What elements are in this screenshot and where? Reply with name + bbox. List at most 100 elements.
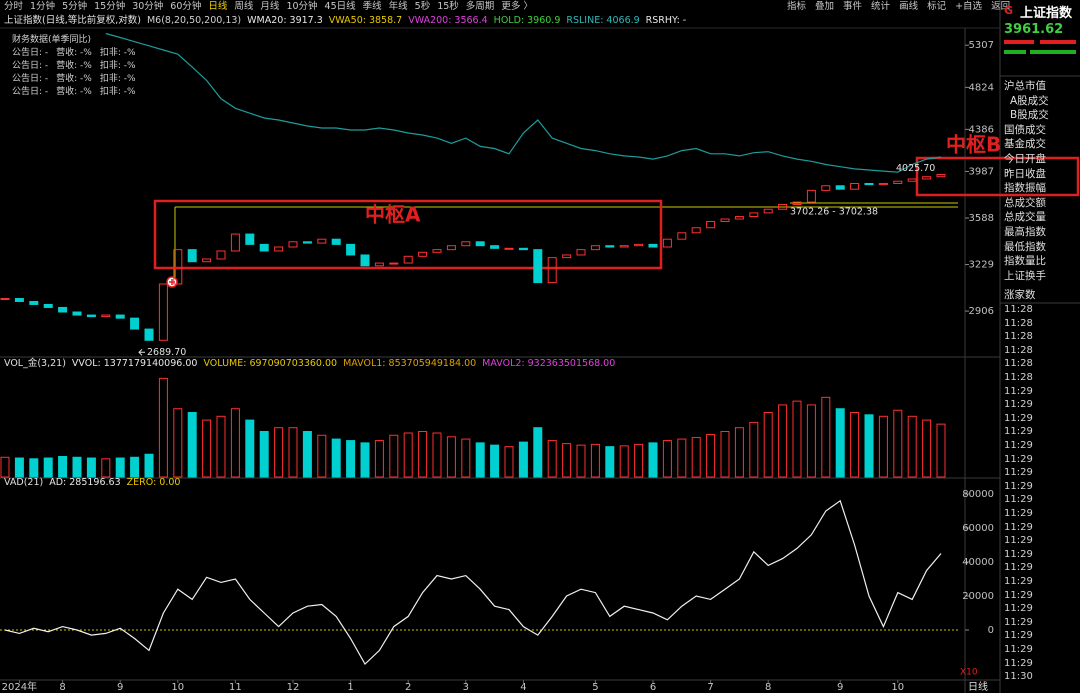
- x-tick-label: 5: [592, 682, 598, 693]
- indicator-label: VWA200: 3566.4: [408, 15, 488, 26]
- tool-button[interactable]: 画线: [899, 1, 919, 12]
- trade-time: 11:29: [1004, 440, 1033, 451]
- trade-time: 11:29: [1004, 508, 1033, 519]
- volume-bar: [86, 457, 96, 478]
- x-tick-label: 10: [891, 682, 904, 693]
- candle: [835, 185, 845, 190]
- period-tab[interactable]: 日线: [208, 1, 228, 12]
- tool-button[interactable]: 事件: [843, 1, 863, 12]
- volume-title: VOL_金(3,21): [4, 358, 66, 369]
- volume-bar: [29, 458, 39, 478]
- candle: [518, 247, 528, 251]
- volume-bar: [576, 444, 586, 478]
- quote-field: 沪总市值: [1004, 80, 1046, 92]
- x-tick-label: 2: [405, 682, 411, 693]
- volume-bar: [691, 437, 701, 478]
- period-tab[interactable]: 更多 〉: [501, 1, 533, 12]
- y-tick-label: 80000: [962, 489, 994, 500]
- volume-bar: [202, 419, 212, 478]
- candle: [115, 314, 125, 319]
- tool-button[interactable]: 统计: [871, 1, 891, 12]
- x-tick-label: 8: [765, 682, 771, 693]
- tool-button[interactable]: 指标: [787, 1, 807, 12]
- volume-bar: [749, 421, 759, 478]
- zone-b-label: 中枢B: [946, 133, 1001, 157]
- candle: [691, 227, 701, 234]
- y-tick-label: 5307: [969, 40, 994, 51]
- candle: [418, 251, 428, 257]
- candle: [619, 245, 629, 248]
- period-tab[interactable]: 1分钟: [30, 1, 56, 12]
- period-tab[interactable]: 5秒: [414, 1, 431, 12]
- candle: [202, 258, 212, 263]
- period-tab[interactable]: 周线: [234, 1, 254, 12]
- candle: [331, 238, 341, 245]
- tool-button[interactable]: +自选: [955, 1, 983, 12]
- tool-button[interactable]: 叠加: [815, 1, 835, 12]
- period-tab[interactable]: 5分钟: [62, 1, 88, 12]
- period-tab[interactable]: 月线: [260, 1, 280, 12]
- period-tab[interactable]: 10分钟: [286, 1, 318, 12]
- period-tab[interactable]: 15分钟: [94, 1, 126, 12]
- candle: [29, 300, 39, 305]
- indicator-label: RSRHY: -: [645, 15, 687, 26]
- period-tab[interactable]: 45日线: [324, 1, 356, 12]
- volume-bar: [922, 419, 932, 478]
- period-tab[interactable]: 30分钟: [132, 1, 164, 12]
- volume-bar: [806, 404, 816, 478]
- high-label: 4025.70: [896, 163, 935, 174]
- period-tab[interactable]: 多周期: [465, 1, 495, 12]
- candle: [403, 255, 413, 264]
- volume-bar: [720, 430, 730, 478]
- candle: [864, 182, 874, 186]
- period-tab[interactable]: 15秒: [437, 1, 459, 12]
- y-tick-label: 3229: [969, 260, 994, 271]
- volume-bar: [778, 404, 788, 478]
- trade-time: 11:29: [1004, 576, 1033, 587]
- legend-entry: VOLUME: 697090703360.00: [203, 358, 338, 369]
- volume-bar: [72, 456, 82, 478]
- volume-bar: [115, 457, 125, 478]
- tool-button[interactable]: 标记: [927, 1, 947, 12]
- candle: [72, 311, 82, 316]
- trade-time: 11:29: [1004, 399, 1033, 411]
- period-tab[interactable]: 季线: [362, 1, 382, 12]
- y-tick-label: 2906: [969, 306, 994, 317]
- candle: [806, 189, 816, 203]
- volume-bar: [360, 442, 370, 478]
- quote-field: 总成交量: [1004, 211, 1046, 224]
- volume-bar: [0, 456, 10, 478]
- tool-button[interactable]: 返回: [991, 1, 1011, 12]
- period-tab[interactable]: 60分钟: [170, 1, 202, 12]
- volume-bar: [58, 456, 68, 478]
- chart-title: 上证指数(日线,等比前复权,对数): [4, 15, 141, 26]
- financial-row: 公告日: - 营收: -% 扣非: -%: [12, 73, 144, 86]
- volume-bar: [605, 446, 615, 478]
- x-tick-label: 3: [463, 682, 469, 693]
- legend-entry: AD: 285196.63: [49, 477, 121, 488]
- candle: [922, 176, 932, 180]
- trade-time: 11:28: [1004, 372, 1033, 383]
- candle: [907, 178, 917, 182]
- volume-bar: [706, 434, 716, 478]
- candle: [605, 245, 615, 248]
- period-tab[interactable]: 分时: [4, 1, 24, 12]
- x-tick-label: 9: [117, 682, 123, 693]
- indicator-label: RSLINE: 4066.9: [566, 15, 640, 26]
- volume-bar: [130, 456, 140, 478]
- x-tick-label: 8: [59, 682, 65, 693]
- y-tick-label: 3588: [969, 213, 994, 224]
- period-tab[interactable]: 年线: [388, 1, 408, 12]
- quote-field: B股成交: [1010, 109, 1049, 122]
- volume-bar: [878, 415, 888, 478]
- volume-bar: [907, 415, 917, 478]
- unit-label: X10: [960, 668, 978, 678]
- volume-bar: [893, 409, 903, 478]
- volume-header: VOL_金(3,21) VVOL: 1377179140096.00 VOLUME…: [4, 357, 621, 371]
- vad-line: [4, 499, 942, 665]
- candle: [821, 185, 831, 191]
- x-tick-label: 7: [707, 682, 713, 693]
- volume-bar: [461, 438, 471, 478]
- y-tick-label: 60000: [962, 523, 994, 534]
